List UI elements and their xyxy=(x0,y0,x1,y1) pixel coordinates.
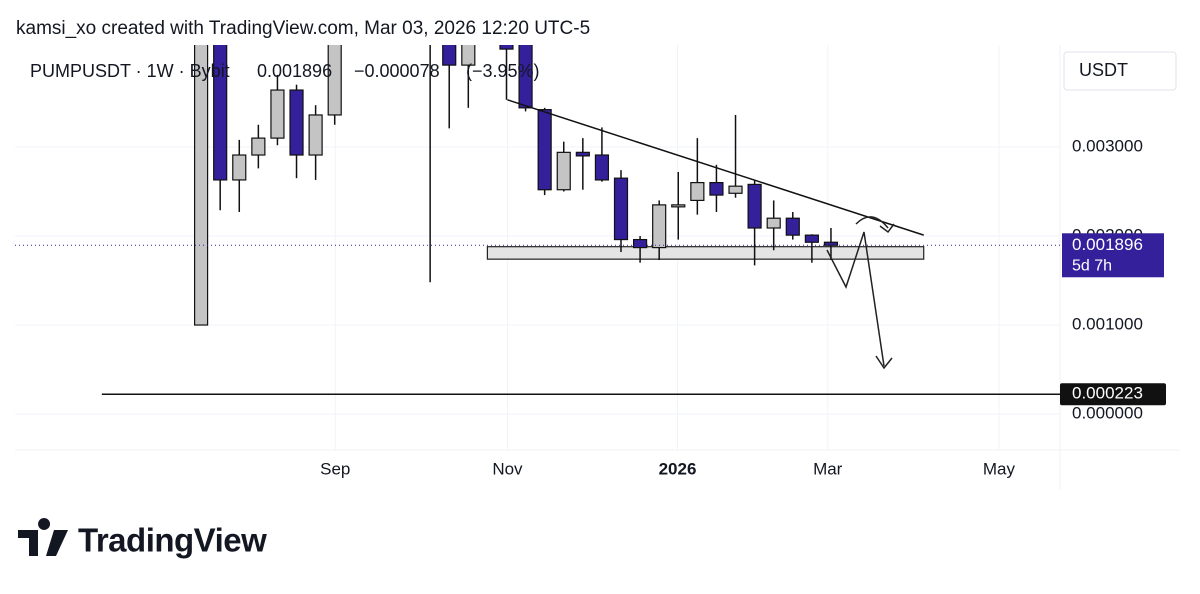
currency: USDT xyxy=(1079,60,1128,80)
candle-body xyxy=(308,114,323,156)
countdown: 5d 7h xyxy=(1072,257,1112,274)
last-value: 0.001896 xyxy=(257,61,332,81)
candle-body xyxy=(594,154,610,181)
horizontal-line-label: 0.000223 xyxy=(1072,384,1143,403)
projection-arrow xyxy=(826,231,885,367)
candle-body xyxy=(193,45,209,326)
curve-arrow xyxy=(855,216,889,229)
candle-body xyxy=(632,238,648,249)
candle-body xyxy=(709,182,724,196)
change: −0.000078 xyxy=(354,61,440,81)
last-price-label: 0.001896 xyxy=(1072,235,1143,254)
candle-body xyxy=(613,177,629,241)
candle-body xyxy=(575,151,590,157)
candle-body xyxy=(747,183,762,229)
logo-mark xyxy=(18,518,68,556)
candle-body xyxy=(671,204,686,208)
attribution: kamsi_xo created with TradingView.com, M… xyxy=(16,18,590,39)
x-tick-label: Mar xyxy=(813,459,843,478)
x-tick-label: Nov xyxy=(492,459,523,478)
candle-body xyxy=(652,204,667,249)
candle-body xyxy=(442,45,457,66)
candle-body xyxy=(461,45,476,66)
candle-body xyxy=(785,217,800,236)
legend: PUMPUSDT · 1W · Bybit 0.001896 −0.000078… xyxy=(30,61,540,81)
y-tick-label: 0.001000 xyxy=(1072,315,1143,334)
y-tick-label: 0.000000 xyxy=(1072,404,1143,423)
candle-body xyxy=(804,234,819,243)
currency-box xyxy=(1063,51,1177,91)
candle-body xyxy=(232,154,247,181)
candle-body xyxy=(213,45,228,181)
arrow-head xyxy=(875,355,893,370)
support-zone xyxy=(486,246,925,260)
grid xyxy=(15,45,1060,450)
x-tick-label: May xyxy=(983,459,1016,478)
change-pct: (−3.95%) xyxy=(466,61,540,81)
candle-body xyxy=(556,151,571,191)
candle-body xyxy=(728,185,743,194)
candle-body xyxy=(766,217,781,229)
candle-body xyxy=(537,109,552,191)
x-tick-label: 2026 xyxy=(659,459,697,478)
y-tick-label: 0.003000 xyxy=(1072,136,1143,155)
plot-area xyxy=(15,45,1060,326)
horizontal-line-box xyxy=(1060,383,1166,406)
candle-body xyxy=(270,89,285,139)
candle-body xyxy=(690,182,705,202)
logo: TradingView xyxy=(18,518,268,559)
symbol: PUMPUSDT · 1W · Bybit xyxy=(30,61,230,81)
candle-body xyxy=(251,137,266,156)
candle-body xyxy=(823,241,839,246)
candle-body xyxy=(518,45,533,109)
x-tick-label: Sep xyxy=(320,459,350,478)
arrow-head xyxy=(879,223,895,234)
candle-body xyxy=(327,45,342,116)
candle-body xyxy=(289,89,304,156)
logo-text: TradingView xyxy=(78,522,267,559)
overlay xyxy=(101,216,1060,395)
candle-body xyxy=(499,45,514,50)
trendline xyxy=(507,99,924,236)
last-price-box xyxy=(1062,233,1164,278)
